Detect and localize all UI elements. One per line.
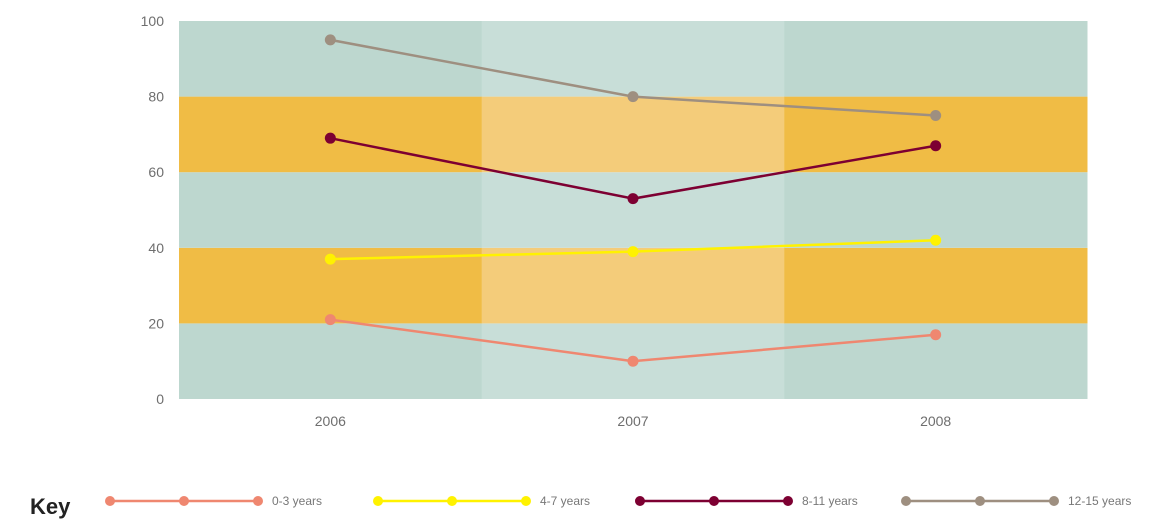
data-point <box>627 355 639 367</box>
data-point <box>324 314 336 326</box>
background-band <box>179 323 483 399</box>
legend-title: Key <box>30 494 71 519</box>
plot-background <box>179 21 1088 399</box>
legend-item: 0-3 years <box>102 486 352 516</box>
data-point <box>930 140 942 152</box>
data-point <box>930 329 942 341</box>
x-tick-label: 2006 <box>315 413 346 429</box>
legend-label: 8-11 years <box>802 494 858 508</box>
legend-item: 12-15 years <box>898 486 1148 516</box>
data-point <box>324 34 336 46</box>
legend-swatch-point <box>901 496 911 506</box>
legend: Key 0-3 years 4-7 years 8-11 years 12-15 ye… <box>30 486 1150 519</box>
legend-swatch-point <box>521 496 531 506</box>
legend-swatch-point <box>783 496 793 506</box>
data-point <box>627 91 639 103</box>
data-point <box>324 132 336 144</box>
legend-swatch <box>635 496 793 506</box>
legend-swatch-point <box>1049 496 1059 506</box>
legend-swatch-point <box>179 496 189 506</box>
legend-swatch <box>373 496 531 506</box>
background-band <box>481 21 785 97</box>
background-band <box>481 96 785 173</box>
y-tick-label: 0 <box>156 391 164 407</box>
legend-label: 12-15 years <box>1068 494 1132 508</box>
line-chart: 0 20 40 60 80 100 2006 2007 2008 <box>141 13 1088 429</box>
x-tick-label: 2007 <box>617 413 648 429</box>
legend-item: 4-7 years <box>370 486 620 516</box>
y-tick-label: 100 <box>141 13 165 29</box>
y-tick-label: 40 <box>148 240 164 256</box>
data-point <box>930 234 942 246</box>
legend-swatch-point <box>105 496 115 506</box>
background-band <box>179 172 483 248</box>
legend-item: 8-11 years <box>632 486 882 516</box>
legend-swatch-point <box>635 496 645 506</box>
background-band <box>784 247 1088 324</box>
legend-swatch-point <box>975 496 985 506</box>
background-band <box>784 21 1088 97</box>
x-axis-ticks: 2006 2007 2008 <box>315 413 952 429</box>
y-tick-label: 20 <box>148 315 164 331</box>
background-band <box>481 172 785 248</box>
legend-label: 4-7 years <box>540 494 591 508</box>
legend-swatch-point <box>253 496 263 506</box>
legend-swatch <box>105 496 263 506</box>
data-point <box>627 193 639 205</box>
y-tick-label: 60 <box>148 164 164 180</box>
legend-swatch <box>901 496 1059 506</box>
x-tick-label: 2008 <box>920 413 951 429</box>
legend-swatch-point <box>447 496 457 506</box>
legend-label: 0-3 years <box>272 494 323 508</box>
data-point <box>324 253 336 265</box>
y-tick-label: 80 <box>148 89 164 105</box>
data-point <box>627 246 639 258</box>
y-axis-ticks: 0 20 40 60 80 100 <box>141 13 165 407</box>
legend-swatch-point <box>373 496 383 506</box>
legend-swatch-point <box>709 496 719 506</box>
series-points <box>324 34 942 367</box>
background-band <box>481 247 785 324</box>
data-point <box>930 110 942 121</box>
